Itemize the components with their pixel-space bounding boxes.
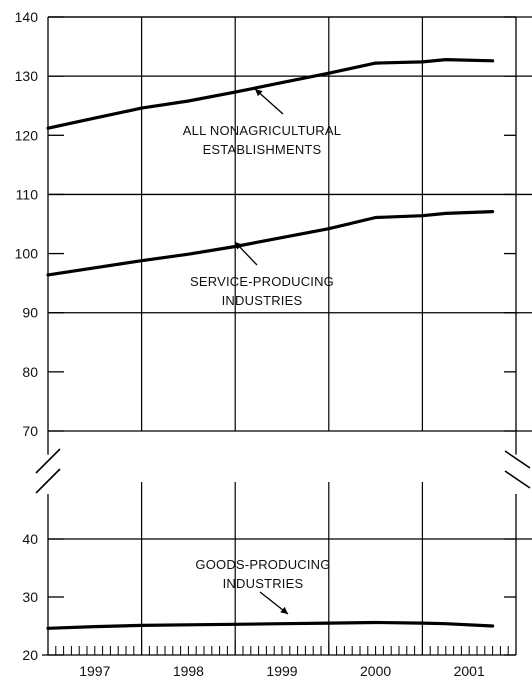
y-tick-label-40: 40 [22,531,38,547]
y-tick-label-90: 90 [22,305,38,321]
annotation-nonagricultural-line-1: ESTABLISHMENTS [203,142,322,157]
annotation-arrowhead-goods-producing [280,606,288,614]
axis-labels: 70 80 90 100 110 120 130 140 20 30 40 1997 1998 1999 2… [15,9,485,679]
annotation-arrowhead-service-producing [235,242,243,250]
series-line-goods-producing [46,620,495,630]
annotation-service-producing-line-0: SERVICE-PRODUCING [190,274,334,289]
series-line-service-producing [46,210,495,277]
axis-break-right-0 [504,450,531,469]
series-line-nonagricultural [46,57,495,130]
y-tick-label-130: 130 [15,68,39,84]
annotations: ALL NONAGRICULTURAL ESTABLISHMENTS SERVICE… [183,88,341,615]
y-tick-label-100: 100 [15,246,39,262]
annotation-goods-producing-line-1: INDUSTRIES [223,576,304,591]
grid-lines [48,16,532,655]
x-tick-label-2001: 2001 [454,663,485,679]
y-tick-label-140: 140 [15,9,39,25]
annotation-nonagricultural-line-0: ALL NONAGRICULTURAL [183,123,341,138]
annotation-goods-producing-line-0: GOODS-PRODUCING [195,557,330,572]
axis-break-left-0 [35,448,61,474]
y-tick-label-30: 30 [22,589,38,605]
y-tick-label-120: 120 [15,127,39,143]
annotation-arrowhead-nonagricultural [255,89,263,97]
x-tick-label-1997: 1997 [79,663,110,679]
axis-ticks [47,16,517,656]
axis-break-right-1 [504,470,531,489]
chart-frame [35,16,531,656]
x-tick-label-1998: 1998 [173,663,204,679]
y-tick-label-20: 20 [22,647,38,663]
y-tick-label-70: 70 [22,423,38,439]
x-tick-label-1999: 1999 [266,663,297,679]
annotation-service-producing-line-1: INDUSTRIES [222,293,303,308]
y-tick-label-110: 110 [16,186,39,202]
y-tick-label-80: 80 [22,364,38,380]
axis-break-left-1 [35,468,61,494]
series-lines [46,57,495,630]
x-tick-label-2000: 2000 [360,663,391,679]
